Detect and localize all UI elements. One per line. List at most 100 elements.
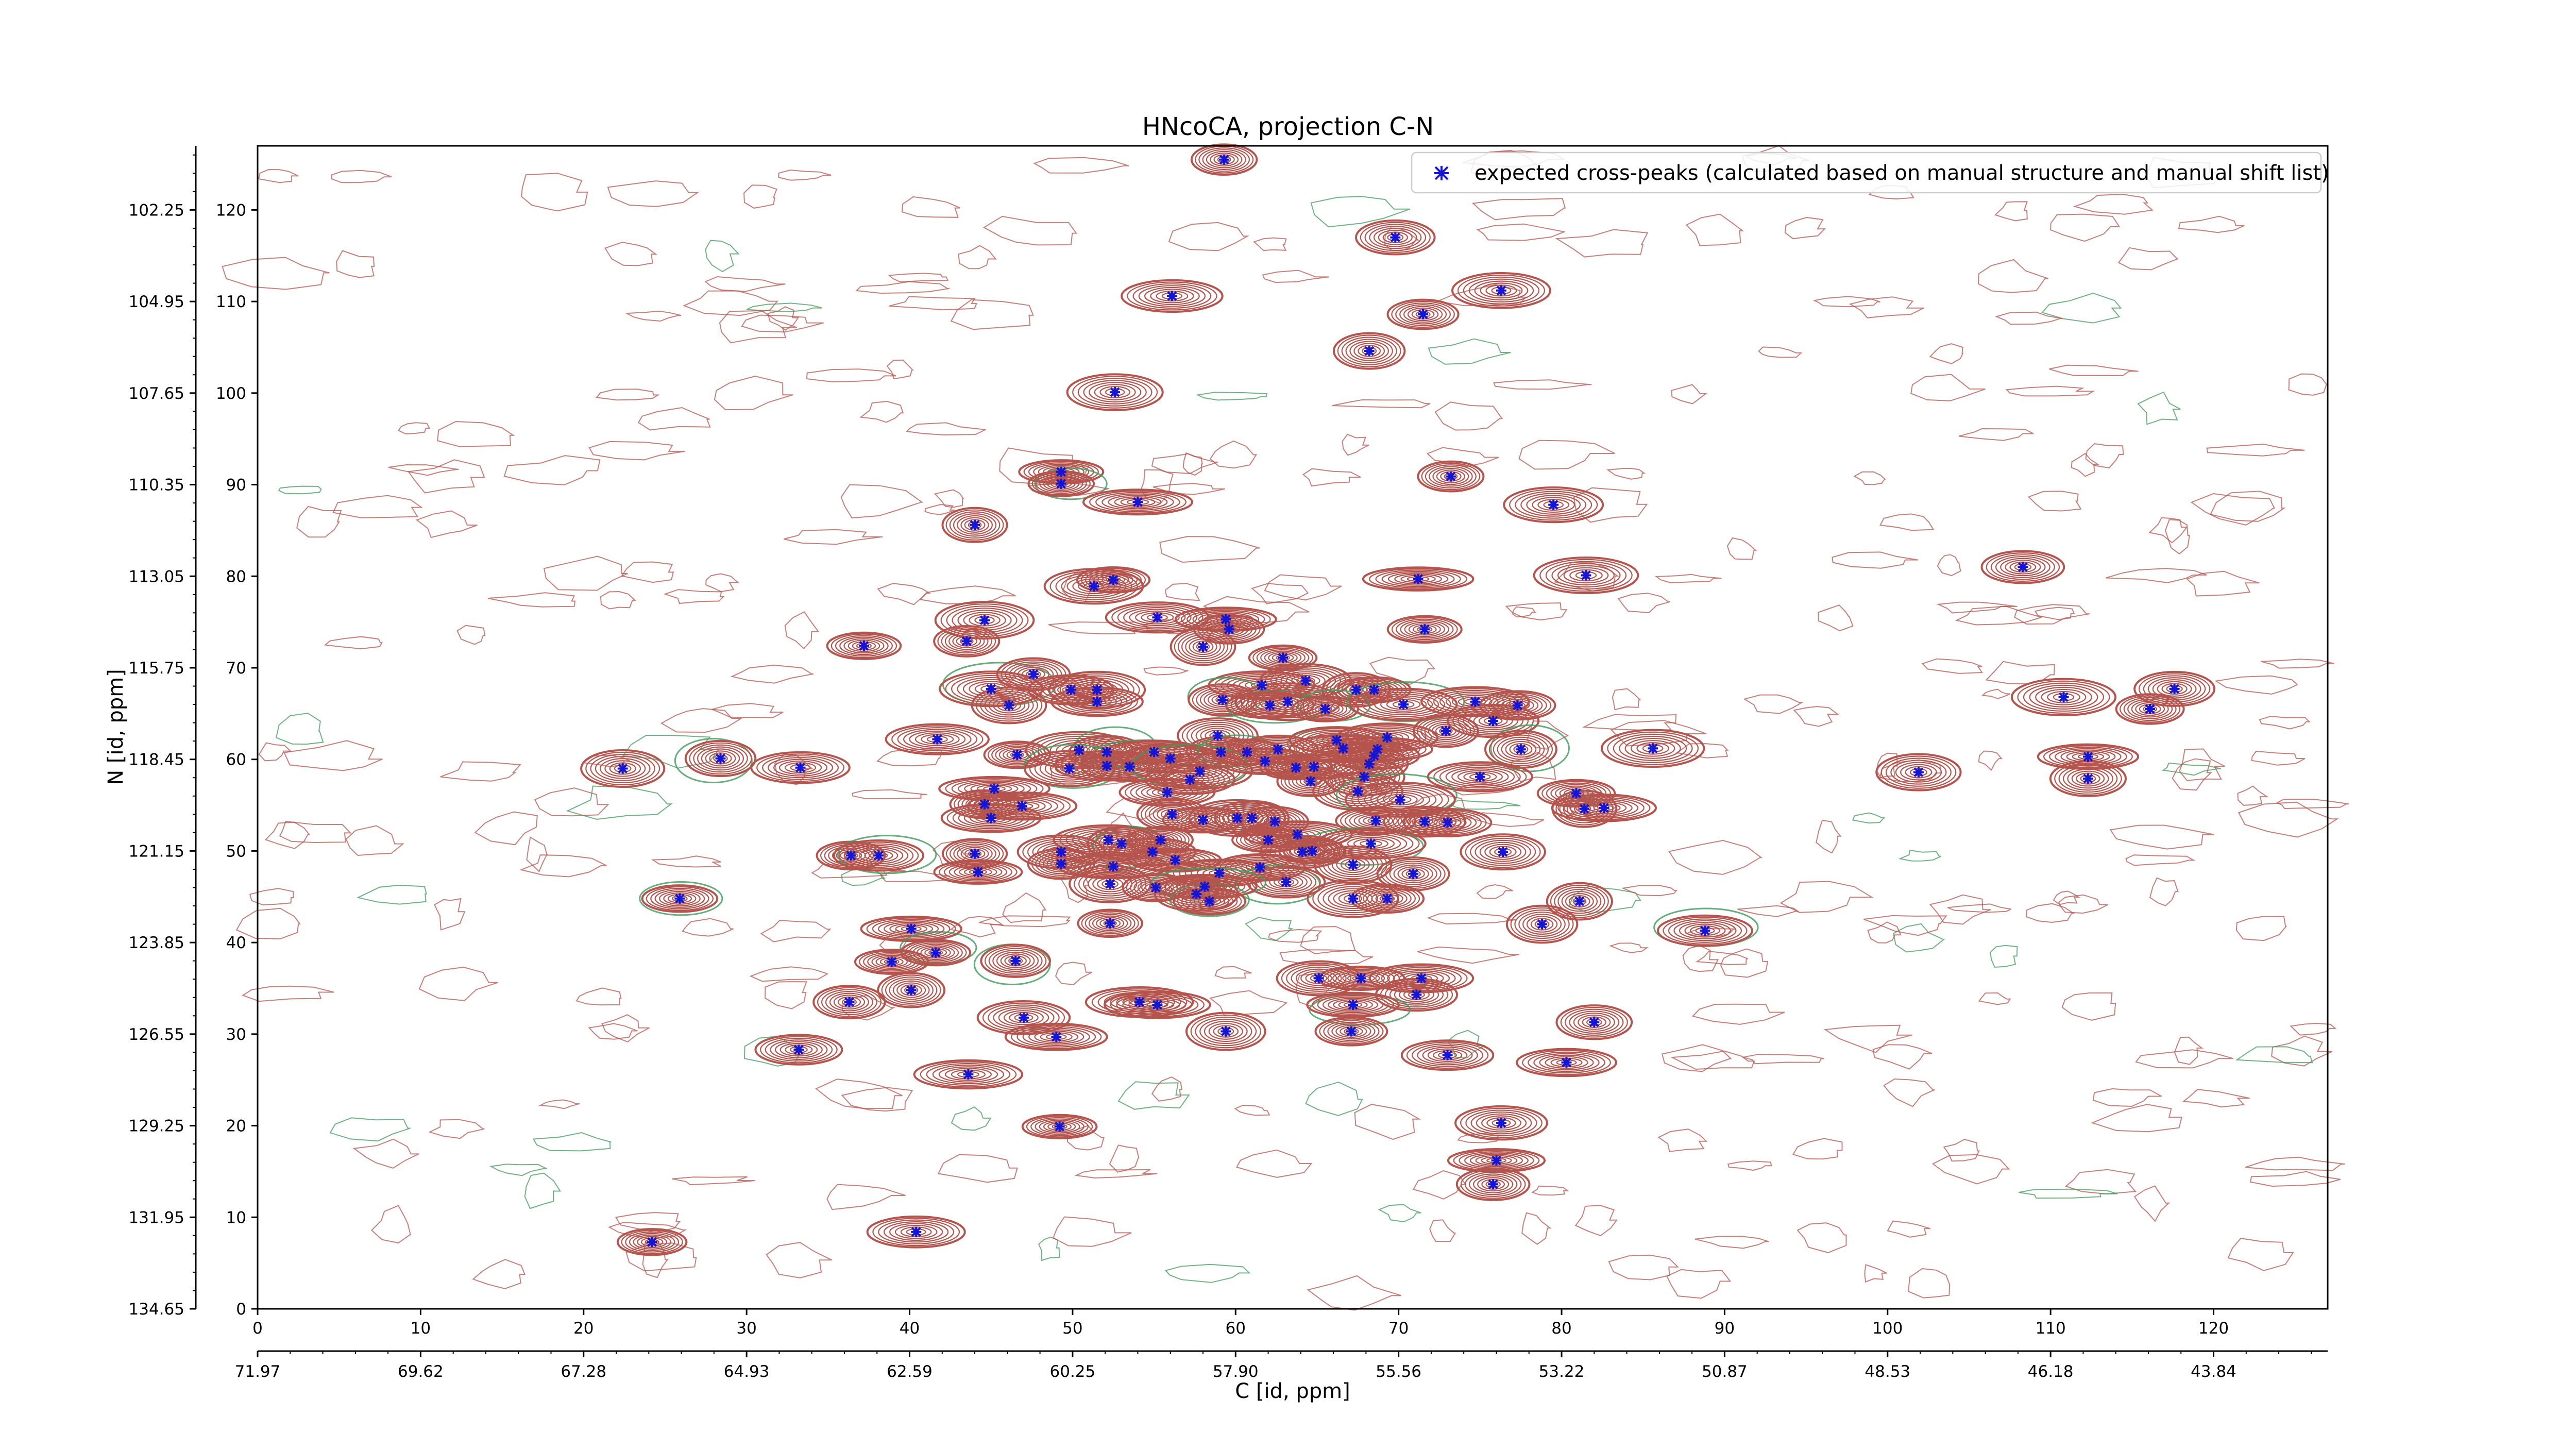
peak-contour (646, 886, 714, 911)
peak-contour (859, 848, 899, 863)
peak-contour (1185, 636, 1221, 658)
noise-contour (730, 664, 814, 684)
noise-contour (575, 987, 622, 1006)
peak-contour (1663, 916, 1748, 945)
noise-contour (2235, 916, 2287, 941)
peak-contour (933, 625, 1001, 658)
peak-contour (2131, 700, 2169, 718)
noise-contour (2161, 762, 2222, 776)
noise-contour (440, 761, 521, 782)
noise-contour (1675, 743, 1729, 759)
peak-contour (1545, 1056, 1588, 1069)
peak-contour (689, 742, 752, 775)
negative-contour (1023, 744, 1123, 789)
peak-contour (1387, 572, 1449, 586)
peak-contour (1399, 304, 1447, 325)
peak-contour (1980, 550, 2065, 584)
noise-contour (1784, 216, 1826, 240)
peak-contour (1421, 462, 1481, 491)
cross-peak-point (989, 783, 999, 794)
peak-contour (1432, 467, 1469, 485)
noise-contour (1910, 374, 1986, 401)
noise-contour (1378, 1204, 1421, 1223)
noise-contour (1936, 601, 2018, 614)
peak-contour (1305, 972, 1332, 984)
peak-contour (998, 747, 1036, 763)
peak-contour (1160, 769, 1220, 790)
noise-contour (625, 1242, 697, 1272)
peak-contour (1314, 1016, 1388, 1047)
noise-contour (840, 484, 924, 519)
cross-peak-point (1108, 575, 1118, 585)
peak-contour (1101, 493, 1174, 511)
noise-contour (2172, 758, 2212, 791)
cross-peak-point (1204, 896, 1215, 907)
noise-contour (1994, 311, 2063, 325)
cross-peak-point (1488, 1179, 1499, 1190)
peak-contour (1358, 345, 1381, 357)
noise-contour (815, 1079, 903, 1109)
peak-contour (1607, 731, 1699, 766)
cross-peak-point (1442, 1050, 1453, 1060)
peak-contour (1269, 875, 1303, 889)
noise-contour (877, 583, 931, 605)
noise-contour (1531, 1185, 1569, 1196)
peak-contour (938, 1066, 998, 1083)
peak-contour (2062, 766, 2113, 791)
peak-contour (1185, 1012, 1266, 1051)
peak-contour (1333, 781, 1383, 802)
peak-contour (969, 811, 1013, 825)
noise-contour (2235, 1046, 2313, 1064)
peak-contour (1094, 384, 1136, 400)
noise-contour (2182, 1089, 2250, 1108)
peak-contour (838, 841, 919, 870)
peak-contour (585, 751, 660, 786)
cross-peak-point (1019, 1012, 1029, 1023)
cross-peak-point (1224, 624, 1234, 635)
noise-contour (487, 592, 576, 608)
peak-contour (1114, 496, 1162, 508)
cross-peak-point (1571, 788, 1582, 799)
peak-contour (1164, 880, 1229, 908)
cross-peak-point (1579, 803, 1590, 814)
peak-contour (825, 990, 873, 1014)
peak-contour (843, 638, 885, 654)
cross-peak-point (2082, 751, 2093, 762)
x-tick-label: 90 (1715, 1319, 1735, 1338)
cross-peak-point (1198, 642, 1208, 652)
peak-contour (1420, 718, 1471, 744)
peak-contour (1464, 1171, 1522, 1197)
cross-peak-point (970, 519, 980, 530)
y-ppm-tick-label: 121.15 (129, 842, 184, 861)
peak-contour (1362, 692, 1445, 717)
noise-contour (2206, 443, 2305, 457)
peak-contour (1396, 618, 1454, 641)
peak-contour (1210, 153, 1239, 167)
peak-contour (1468, 278, 1534, 302)
peak-contour (1404, 621, 1445, 637)
noise-contour (1033, 157, 1129, 174)
noise-contour (2148, 517, 2188, 544)
peak-contour (1668, 918, 1742, 943)
noise-contour (2041, 292, 2122, 324)
cross-peak-point (1512, 700, 1523, 711)
noise-contour (1159, 536, 1260, 563)
peak-contour (1292, 772, 1329, 790)
peak-contour (1028, 1029, 1084, 1044)
noise-contour (1332, 399, 1431, 409)
peak-contour (1286, 965, 1352, 992)
peak-contour (1364, 224, 1427, 251)
cross-peak-point (1440, 726, 1451, 736)
peak-contour (1099, 386, 1130, 398)
cross-peak-point (1056, 858, 1066, 869)
cross-peak-point (1221, 614, 1231, 625)
noise-contour (1512, 606, 1536, 618)
peak-contour (958, 808, 1024, 828)
noise-contour (1053, 1216, 1132, 1247)
peak-contour (952, 608, 1018, 633)
cross-peak-point (2145, 704, 2156, 714)
peak-contour (2152, 679, 2197, 699)
cross-peak-point (1382, 732, 1393, 743)
peak-contour (1199, 1018, 1252, 1044)
peak-contour (1505, 740, 1537, 758)
